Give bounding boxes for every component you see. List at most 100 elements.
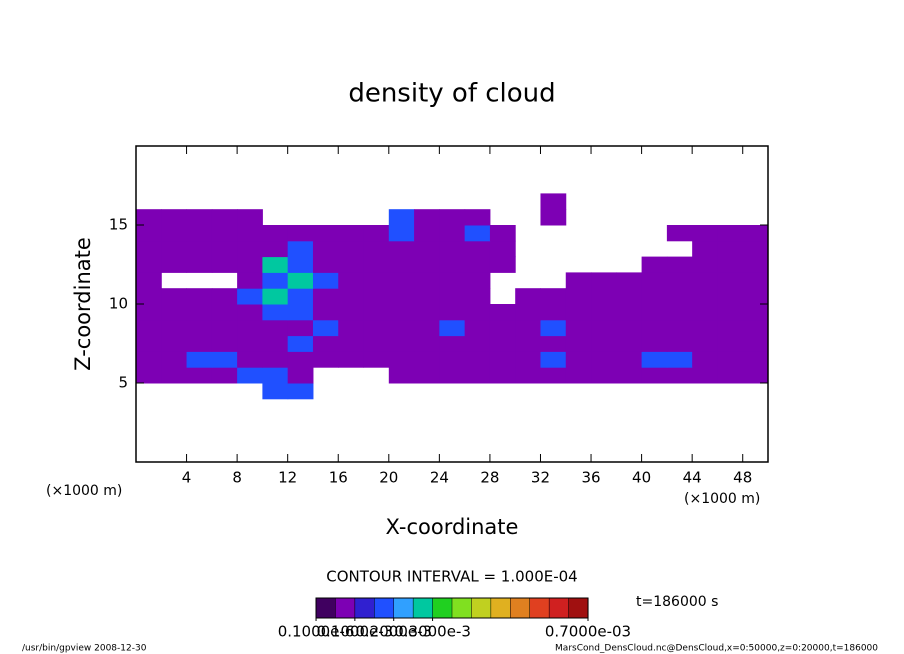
density-cell [237, 288, 263, 305]
density-cell [464, 351, 491, 368]
density-cell [641, 351, 668, 368]
density-cell [414, 304, 440, 321]
density-cell [616, 351, 643, 368]
density-cell [515, 351, 541, 368]
density-cell [666, 319, 693, 337]
density-cell [312, 225, 339, 242]
density-cell [136, 351, 162, 368]
density-cell [489, 304, 516, 321]
density-cell [161, 225, 188, 242]
density-cell [414, 256, 440, 273]
density-cell [616, 367, 643, 384]
density-cell [136, 256, 162, 273]
colorbar-segment [548, 597, 570, 619]
density-cell [211, 288, 238, 305]
density-cell [742, 367, 769, 384]
density-cell [414, 272, 440, 289]
density-cell [363, 304, 390, 321]
density-cell [464, 319, 491, 337]
y-axis-label: Z-coordinate [71, 237, 95, 371]
colorbar-segment [412, 597, 434, 619]
density-cell [717, 240, 744, 258]
time-label: t=186000 s [636, 594, 718, 610]
density-cell [287, 304, 314, 321]
density-cell [388, 272, 415, 289]
density-cell [616, 319, 643, 337]
density-cell [237, 256, 263, 273]
density-cell [338, 351, 365, 368]
density-cell [565, 335, 592, 352]
density-cell [161, 351, 188, 368]
density-cell [565, 272, 592, 289]
density-cell [414, 367, 440, 384]
density-cell [237, 351, 263, 368]
density-cell [287, 367, 314, 384]
density-cell [186, 351, 213, 368]
colorbar-segment [529, 597, 550, 619]
colorbar-frame [315, 597, 589, 619]
density-cell [565, 351, 592, 368]
density-cell [388, 319, 415, 337]
density-cell [489, 256, 516, 273]
density-cell [237, 225, 263, 242]
x-tick-label: 44 [683, 469, 702, 487]
density-cell [161, 319, 188, 337]
density-cell [186, 256, 213, 273]
density-cell [312, 319, 339, 337]
x-tick-label: 4 [182, 469, 192, 487]
density-cell [464, 288, 491, 305]
density-cell [287, 240, 314, 258]
density-cell [287, 351, 314, 368]
density-cell [641, 304, 668, 321]
density-cell [186, 240, 213, 258]
density-cell [211, 240, 238, 258]
density-cell [312, 272, 339, 289]
density-cell [388, 209, 415, 226]
density-cell [489, 225, 516, 242]
footer-right: MarsCond_DensCloud.nc@DensCloud,x=0:5000… [555, 644, 878, 654]
density-cell [439, 225, 466, 242]
density-cell [515, 367, 541, 384]
density-cell [717, 351, 744, 368]
density-cell [287, 335, 314, 352]
density-cell [641, 335, 668, 352]
density-cell [439, 256, 466, 273]
density-cell [641, 288, 668, 305]
density-cell [717, 304, 744, 321]
density-cell [262, 256, 289, 273]
density-cell [540, 367, 567, 384]
density-cell [312, 288, 339, 305]
colorbar-segment [510, 597, 531, 619]
density-cell [464, 209, 491, 226]
density-cell [161, 209, 188, 226]
density-cell [489, 335, 516, 352]
density-cell [262, 383, 289, 400]
density-cell [211, 319, 238, 337]
density-cell [666, 335, 693, 352]
density-cell [616, 304, 643, 321]
density-cell [666, 367, 693, 384]
density-cell [136, 225, 162, 242]
density-cell [489, 351, 516, 368]
density-cell [262, 288, 289, 305]
y-tick-label: 10 [109, 295, 128, 313]
density-cell [565, 319, 592, 337]
density-cell [363, 335, 390, 352]
density-cell [616, 272, 643, 289]
density-cell [666, 272, 693, 289]
density-cell [211, 304, 238, 321]
density-cell [414, 319, 440, 337]
density-cell [388, 335, 415, 352]
density-cell [692, 272, 718, 289]
density-cell [211, 351, 238, 368]
density-cell [489, 367, 516, 384]
density-cell [161, 288, 188, 305]
density-cell [742, 288, 769, 305]
x-tick-label: 16 [329, 469, 348, 487]
density-cell [692, 288, 718, 305]
density-cell [237, 272, 263, 289]
density-cell [717, 367, 744, 384]
density-cell [591, 335, 617, 352]
density-cell [136, 335, 162, 352]
x-axis-label: X-coordinate [386, 515, 519, 539]
